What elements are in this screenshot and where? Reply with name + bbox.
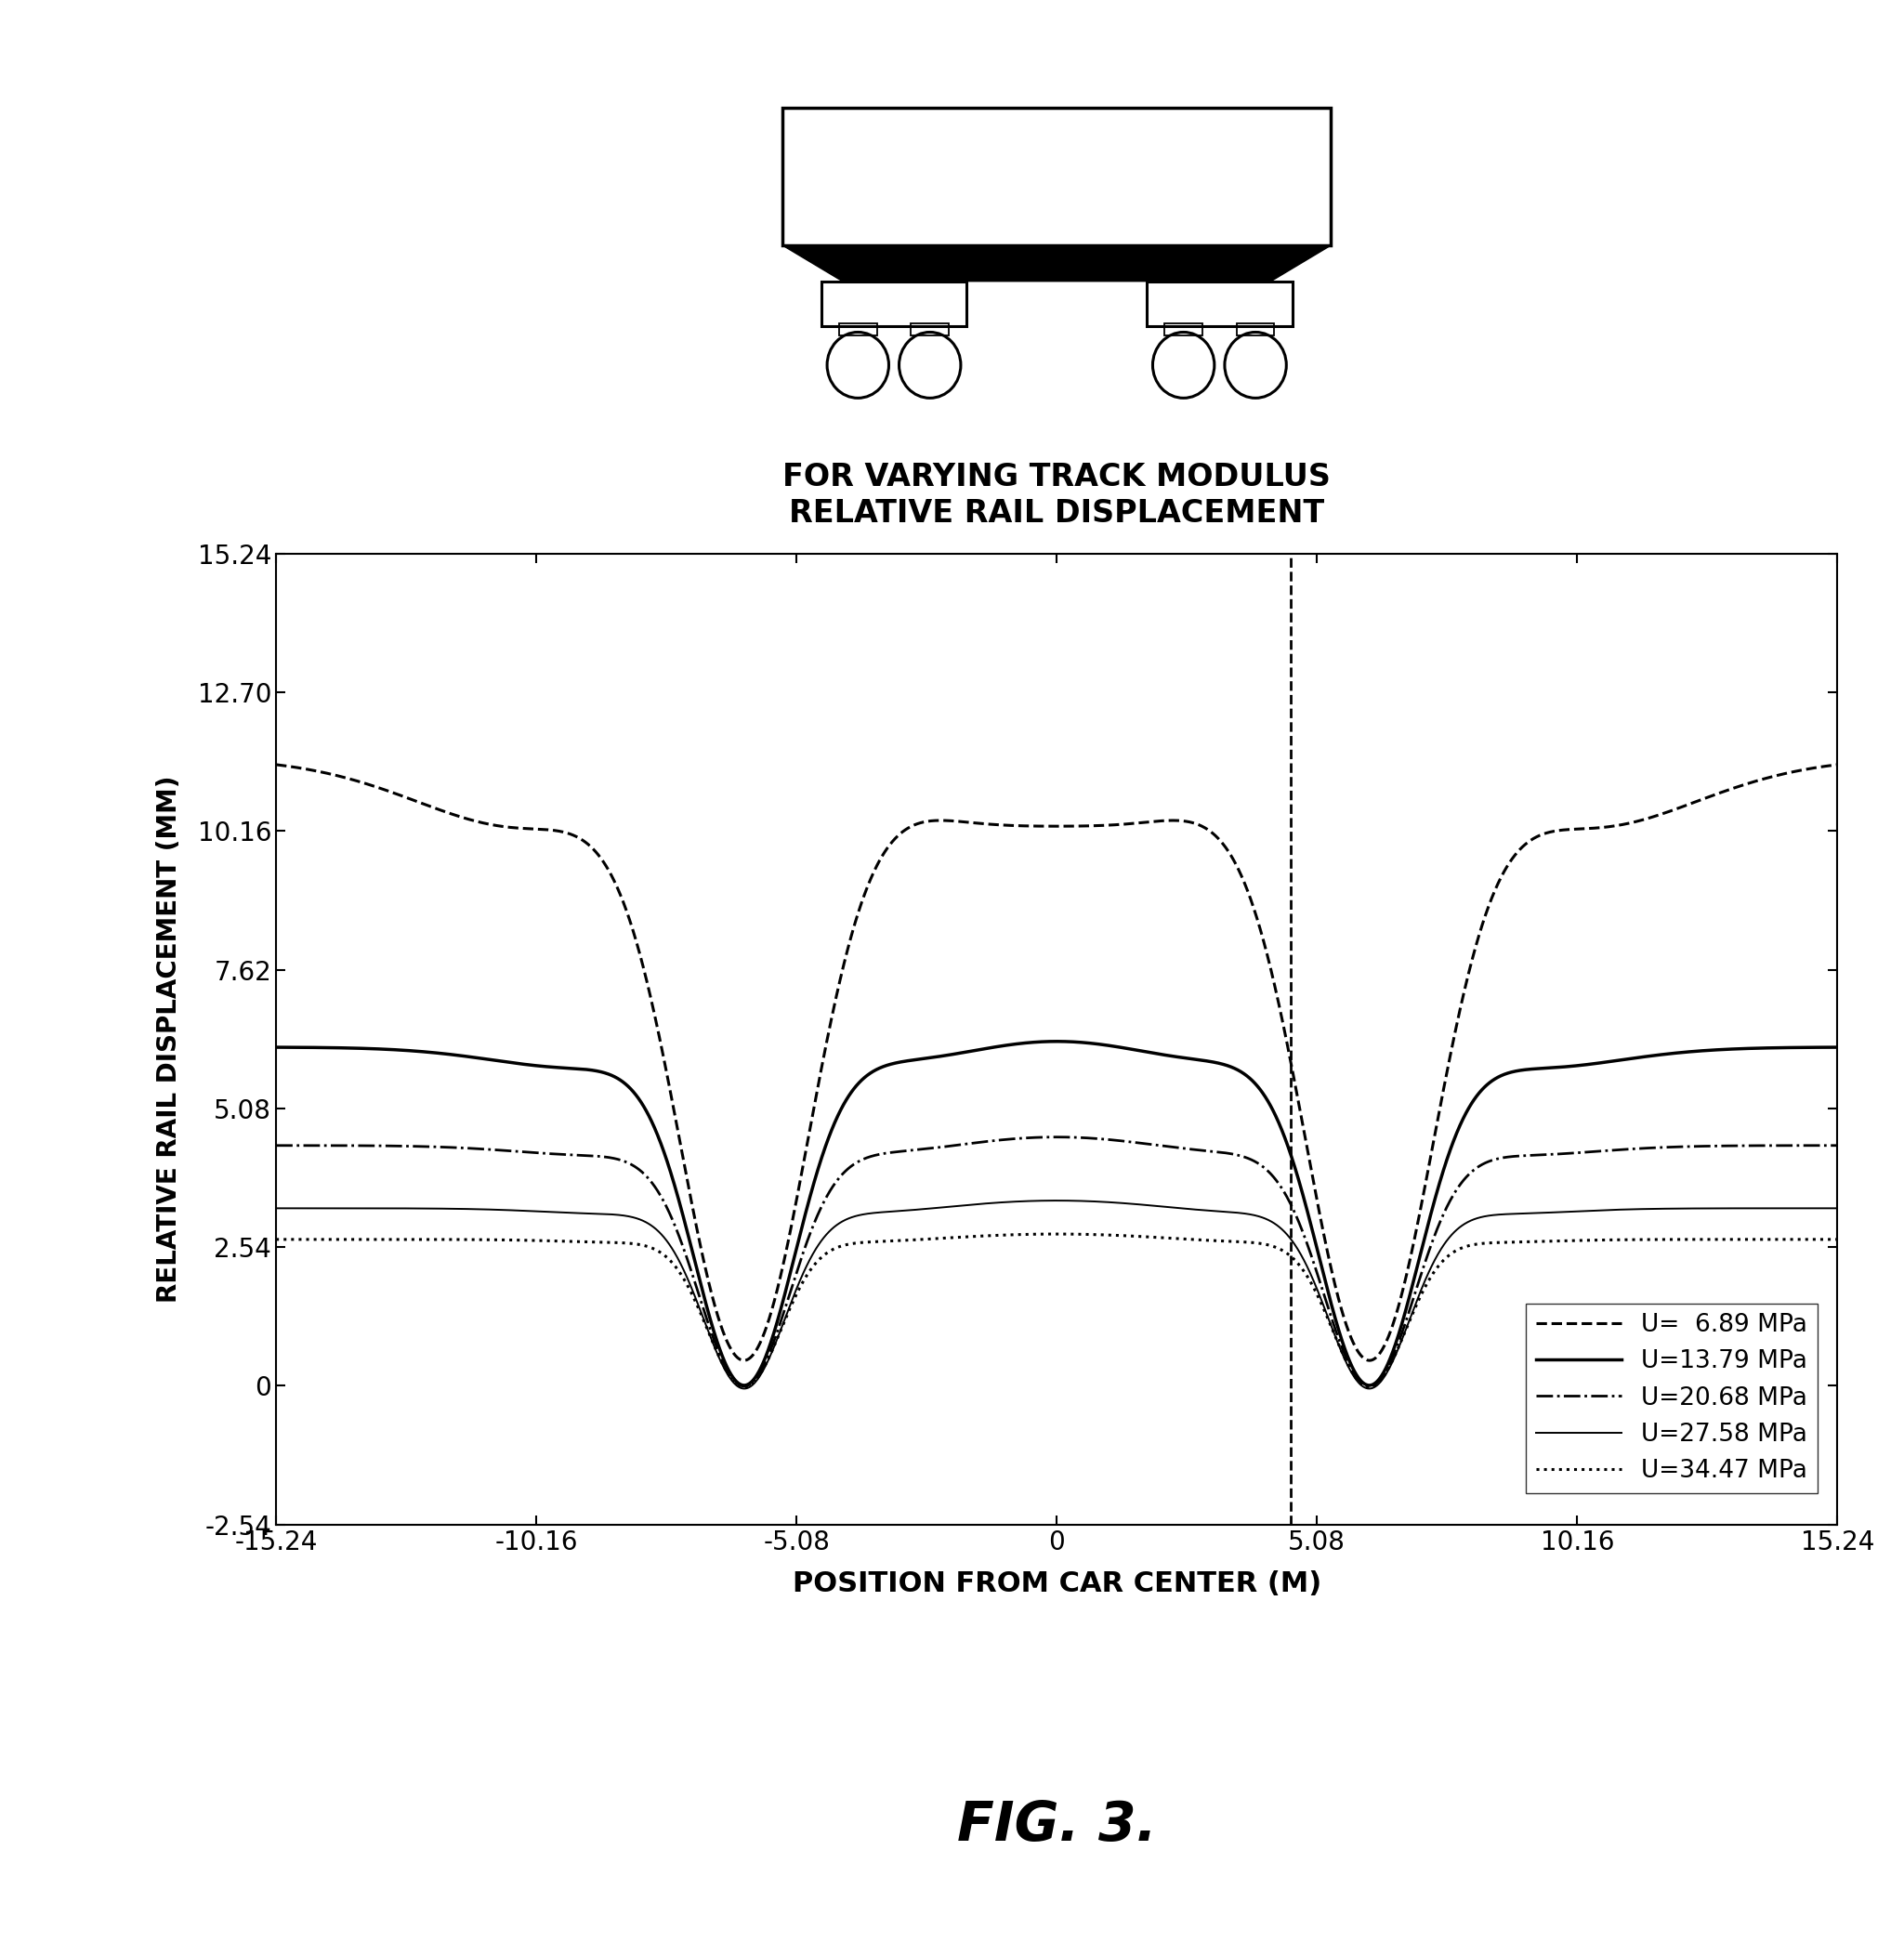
Y-axis label: RELATIVE RAIL DISPLACEMENT (MM): RELATIVE RAIL DISPLACEMENT (MM): [156, 775, 183, 1303]
Bar: [1165, 322, 1203, 336]
Legend: U=  6.89 MPa, U=13.79 MPa, U=20.68 MPa, U=27.58 MPa, U=34.47 MPa: U= 6.89 MPa, U=13.79 MPa, U=20.68 MPa, U…: [1525, 1303, 1816, 1493]
Text: FIG. 3.: FIG. 3.: [958, 1798, 1156, 1853]
Bar: [1238, 322, 1274, 336]
Bar: [821, 282, 967, 326]
Polygon shape: [783, 245, 1331, 282]
Bar: [840, 322, 876, 336]
Bar: [1146, 282, 1293, 326]
X-axis label: POSITION FROM CAR CENTER (M): POSITION FROM CAR CENTER (M): [792, 1571, 1321, 1598]
Bar: [912, 322, 948, 336]
Text: FOR VARYING TRACK MODULUS
RELATIVE RAIL DISPLACEMENT: FOR VARYING TRACK MODULUS RELATIVE RAIL …: [783, 462, 1331, 528]
Bar: [783, 107, 1331, 245]
